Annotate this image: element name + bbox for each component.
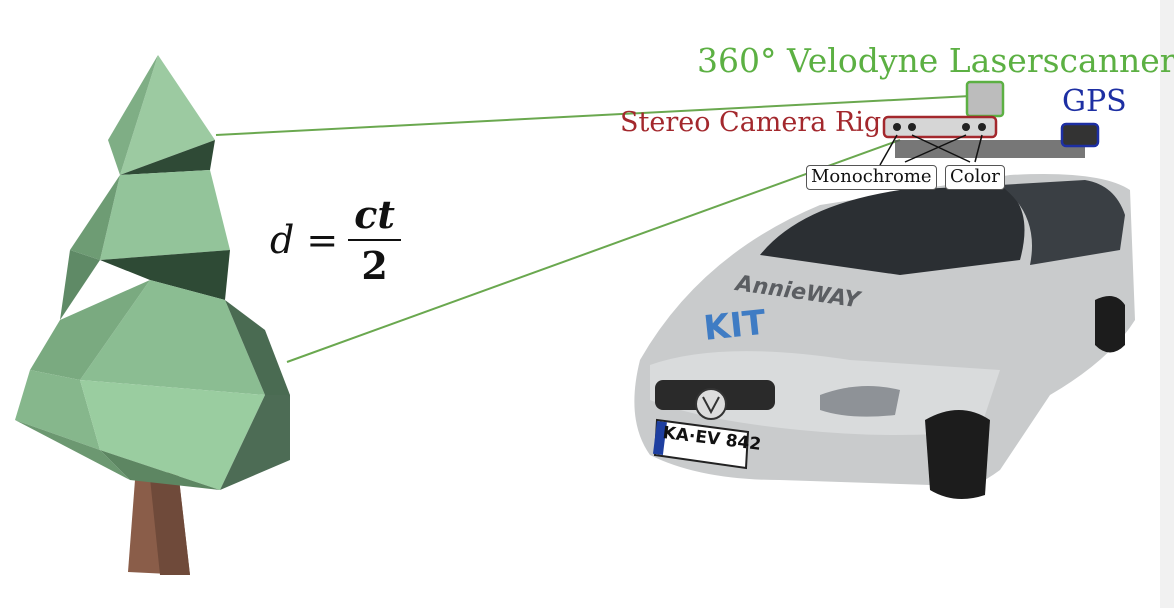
formula-fraction: ct 2 xyxy=(348,192,401,288)
right-edge-strip xyxy=(1160,0,1174,608)
monochrome-tag: Monochrome xyxy=(806,165,937,190)
formula-lhs: d = xyxy=(270,218,339,262)
formula-denominator: 2 xyxy=(361,243,388,288)
stereo-camera-label: Stereo Camera Rig xyxy=(620,107,882,138)
car-photo-illustration: KIT AnnieWAY xyxy=(634,80,1135,499)
gps-label: GPS xyxy=(1062,84,1127,119)
laser-beam-upper xyxy=(215,94,991,136)
car-decal-kit: KIT xyxy=(702,303,769,349)
lidar-label: 360° Velodyne Laserscanner xyxy=(697,41,1174,80)
distance-formula: d = ct 2 xyxy=(270,192,401,288)
laser-beam-lower xyxy=(286,139,901,363)
low-poly-tree-illustration xyxy=(15,55,290,575)
formula-numerator: ct xyxy=(348,192,401,241)
color-tag: Color xyxy=(945,165,1005,190)
